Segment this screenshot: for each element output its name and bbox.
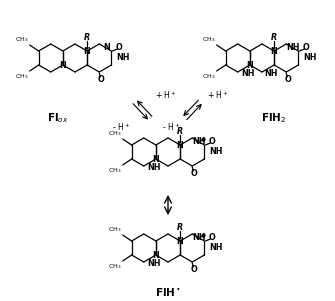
Text: FlH$^\bullet$: FlH$^\bullet$ bbox=[155, 286, 181, 298]
Text: NH: NH bbox=[193, 233, 206, 242]
Text: CH$_3$: CH$_3$ bbox=[15, 35, 28, 44]
Text: Fl$_{ox}$: Fl$_{ox}$ bbox=[47, 111, 69, 125]
Text: NH: NH bbox=[116, 54, 130, 63]
Text: O: O bbox=[116, 42, 123, 51]
Text: R: R bbox=[271, 33, 277, 42]
Text: N: N bbox=[84, 46, 90, 55]
Text: O: O bbox=[191, 265, 198, 275]
Text: N: N bbox=[177, 141, 184, 150]
Text: - H$^+$: - H$^+$ bbox=[162, 121, 180, 133]
Text: R: R bbox=[84, 33, 90, 42]
Text: CH$_3$: CH$_3$ bbox=[108, 262, 122, 271]
Text: FlH$_2$: FlH$_2$ bbox=[261, 111, 287, 125]
Text: NH: NH bbox=[264, 69, 278, 77]
Text: CH$_3$: CH$_3$ bbox=[15, 72, 28, 81]
Text: CH$_3$: CH$_3$ bbox=[108, 129, 122, 138]
Text: O: O bbox=[209, 136, 216, 145]
Text: O: O bbox=[285, 76, 292, 85]
Text: O: O bbox=[303, 42, 310, 51]
Text: R: R bbox=[177, 224, 183, 232]
Text: - H$^+$: - H$^+$ bbox=[112, 121, 130, 133]
Text: NH: NH bbox=[286, 43, 300, 52]
Text: N: N bbox=[271, 46, 277, 55]
Text: N: N bbox=[177, 237, 184, 246]
Text: CH$_3$: CH$_3$ bbox=[202, 35, 216, 44]
Text: O: O bbox=[209, 232, 216, 241]
Text: N: N bbox=[247, 61, 253, 70]
Text: NH: NH bbox=[209, 244, 223, 253]
Text: N: N bbox=[60, 61, 66, 70]
Text: O: O bbox=[191, 169, 198, 178]
Text: CH$_3$: CH$_3$ bbox=[108, 225, 122, 234]
Text: + H$^+$: + H$^+$ bbox=[155, 89, 177, 101]
Text: NH: NH bbox=[209, 147, 223, 157]
Text: NH: NH bbox=[304, 54, 317, 63]
Text: CH$_3$: CH$_3$ bbox=[202, 72, 216, 81]
Text: O: O bbox=[98, 76, 105, 85]
Text: NH: NH bbox=[147, 259, 160, 268]
Text: N: N bbox=[103, 43, 110, 52]
Text: + H$^+$: + H$^+$ bbox=[207, 89, 229, 101]
Text: N: N bbox=[152, 154, 159, 163]
Text: NH: NH bbox=[147, 163, 160, 172]
Text: N: N bbox=[152, 250, 159, 259]
Text: NH: NH bbox=[193, 137, 206, 146]
Text: NH: NH bbox=[241, 69, 255, 77]
Text: R: R bbox=[177, 128, 183, 136]
Text: CH$_3$: CH$_3$ bbox=[108, 166, 122, 175]
